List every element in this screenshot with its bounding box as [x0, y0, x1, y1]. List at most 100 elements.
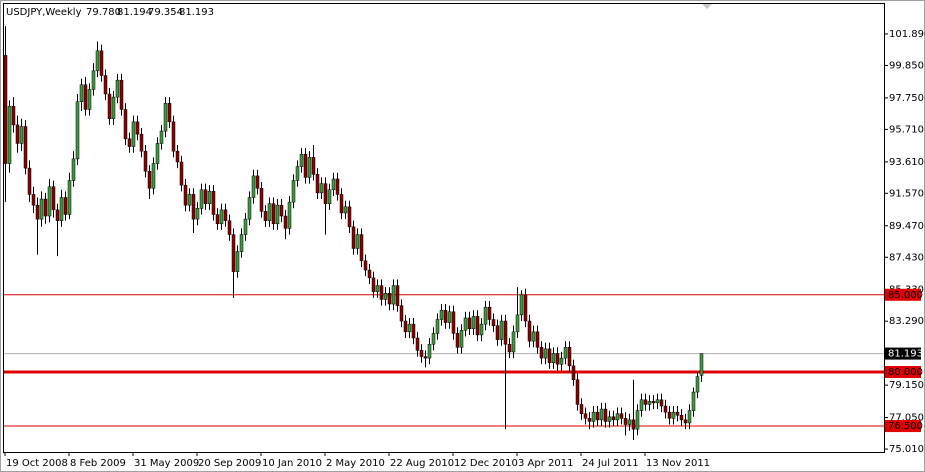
candle-body [623, 418, 628, 425]
candle-body [559, 357, 564, 365]
candle-body [431, 333, 436, 345]
x-tick-label: 31 May 2009 [134, 458, 199, 469]
candle-body [7, 106, 12, 164]
candle-body [571, 365, 576, 380]
x-tick-label: 22 Aug 2010 [390, 458, 454, 469]
y-tick-label: 93.610 [889, 157, 924, 168]
candle-body [591, 411, 596, 422]
x-tick-label: 24 Jul 2011 [582, 458, 639, 469]
candle-body [391, 285, 396, 305]
candle-body [687, 410, 692, 424]
candle-body [19, 126, 24, 144]
candle-body [535, 331, 540, 348]
candle-body [599, 408, 604, 421]
candle-body [539, 347, 544, 359]
candle-body [415, 337, 420, 351]
candle-body [427, 343, 432, 359]
candle-body [655, 399, 660, 404]
y-tick-label: 91.570 [889, 188, 924, 199]
candle-body [79, 84, 84, 103]
candle-body [531, 331, 536, 342]
candle-body [171, 121, 176, 152]
candle-body [71, 158, 76, 181]
candle-body [419, 350, 424, 357]
candle-body [647, 401, 652, 405]
candle-body [695, 376, 700, 393]
candle-body [627, 419, 632, 425]
candle-body [91, 70, 96, 90]
candle-body [343, 206, 348, 214]
level-label-box [885, 420, 921, 433]
candle-body [359, 234, 364, 262]
candle-body [187, 194, 192, 206]
candle-body [515, 314, 520, 333]
y-tick-label: 87.430 [889, 252, 924, 263]
ohlc-close: 81.193 [179, 7, 214, 18]
candle-body [643, 399, 648, 405]
candle-body [631, 419, 636, 430]
candle-body [555, 353, 560, 365]
candle-body [191, 194, 196, 220]
candle-body [543, 348, 548, 359]
candle-body [287, 201, 292, 229]
candle-body [451, 311, 456, 334]
candle-body [111, 96, 116, 119]
candle-body [683, 419, 688, 424]
candle-body [167, 103, 172, 123]
candle-body [63, 197, 68, 215]
candle-body [139, 133, 144, 152]
candle-body [659, 399, 664, 407]
candle-body [15, 124, 20, 144]
candle-body [435, 319, 440, 334]
candle-body [119, 79, 124, 110]
symbol: USDJPY,Weekly [6, 7, 82, 18]
candle-body [567, 347, 572, 367]
candle-body [247, 197, 252, 220]
candle-body [563, 347, 568, 359]
x-tick-label: 10 Jan 2010 [262, 458, 322, 469]
candle-body [147, 170, 152, 189]
candle-body [511, 331, 516, 353]
ohlc-low: 79.354 [148, 7, 183, 18]
candle-body [671, 411, 676, 419]
plot-frame [3, 3, 885, 453]
candle-body [311, 157, 316, 175]
candle-body [363, 260, 368, 271]
price-label-box [885, 347, 921, 360]
candle-body [183, 184, 188, 206]
candle-body [395, 285, 400, 306]
candle-body [99, 50, 104, 76]
candle-body [527, 320, 532, 342]
candle-body [463, 317, 468, 331]
candle-body [159, 130, 164, 144]
candle-body [235, 251, 240, 272]
candle-body [127, 138, 132, 147]
candle-body [375, 285, 380, 292]
candle-body [667, 411, 672, 419]
candle-body [371, 277, 376, 292]
candle-body [11, 106, 16, 126]
candle-body [35, 204, 40, 220]
candle-body [355, 234, 360, 249]
candle-body [207, 191, 212, 204]
candle-body [283, 215, 288, 229]
x-tick-label: 2 May 2010 [326, 458, 385, 469]
x-tick-label: 12 Dec 2010 [454, 458, 518, 469]
candle-body [255, 175, 260, 189]
candle-body [123, 109, 128, 140]
candle-body [331, 178, 336, 191]
candle-body [635, 410, 640, 430]
candle-body [459, 330, 464, 348]
candle-body [399, 305, 404, 322]
candle-body [47, 186, 52, 217]
candle-body [279, 204, 284, 217]
candle-body [39, 198, 44, 220]
candle-body [615, 413, 620, 421]
candle-body [551, 353, 556, 363]
candle-body [443, 309, 448, 323]
candle-body [231, 234, 236, 272]
candle-body [583, 413, 588, 419]
candle-body [323, 183, 328, 204]
candle-body [607, 416, 612, 422]
